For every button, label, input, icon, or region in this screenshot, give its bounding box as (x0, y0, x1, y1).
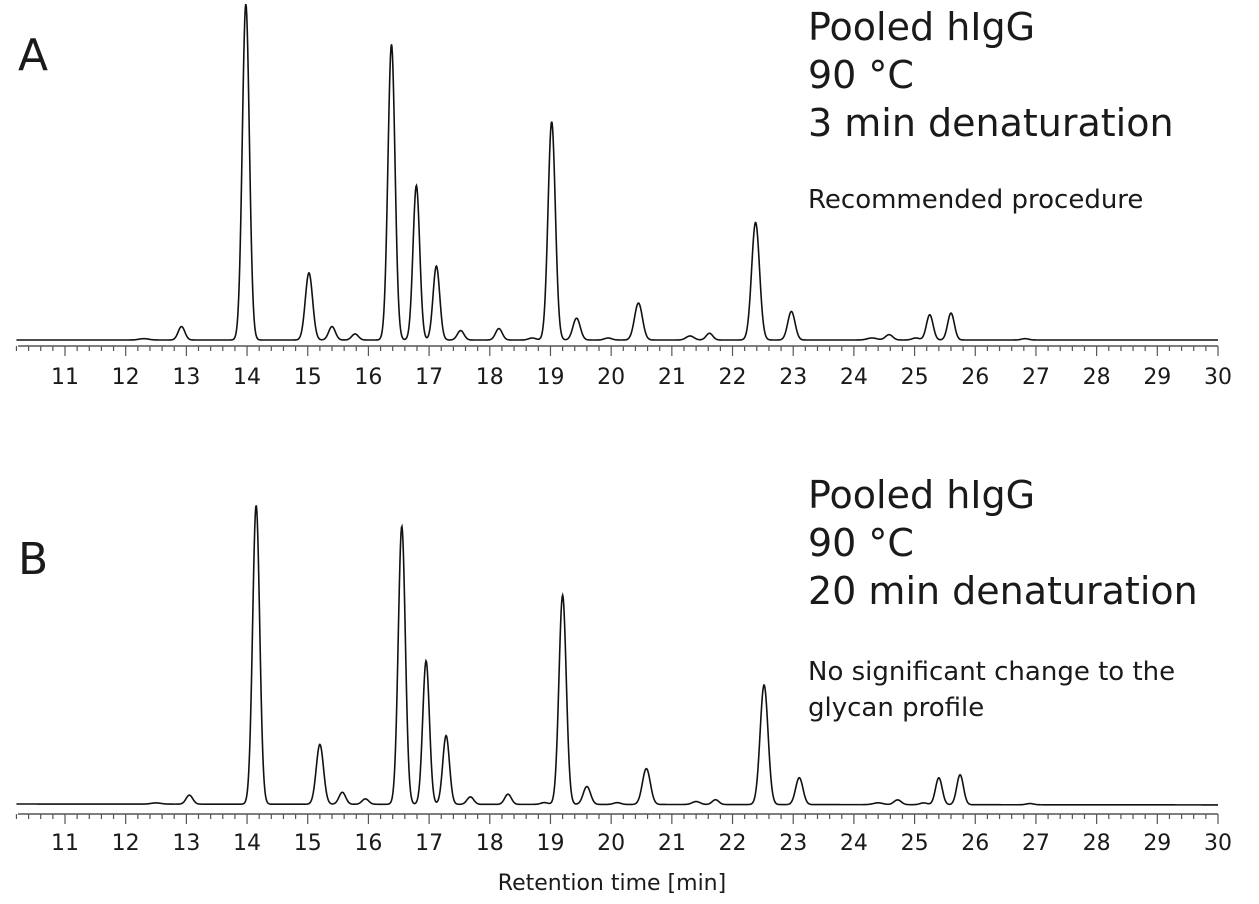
panel-b-duration-label: 20 min denaturation (808, 569, 1198, 613)
x-tick-label: 13 (172, 365, 200, 390)
x-tick-label: 12 (112, 365, 140, 390)
x-tick-label: 23 (779, 365, 807, 390)
panel-a-note: Recommended procedure (808, 185, 1143, 215)
panel-a-x-ticks (15, 346, 1219, 356)
x-tick-label: 11 (51, 365, 79, 390)
x-tick-label: 28 (1083, 831, 1111, 856)
x-tick-label: 22 (719, 365, 747, 390)
x-tick-label: 14 (233, 831, 261, 856)
panel-b-letter: B (18, 534, 48, 585)
x-tick-label: 26 (961, 365, 989, 390)
x-tick-label: 29 (1143, 831, 1171, 856)
x-tick-label: 15 (294, 365, 322, 390)
panel-a-letter: A (18, 30, 48, 81)
x-tick-label: 19 (536, 365, 564, 390)
panel-b-temperature-label: 90 °C (808, 521, 914, 565)
panel-b-note-line-2: glycan profile (808, 693, 984, 723)
panel-b-note-line-1: No significant change to the (808, 657, 1175, 687)
panel-a-temperature-label: 90 °C (808, 53, 914, 97)
x-tick-label: 24 (840, 365, 868, 390)
x-tick-label: 21 (658, 365, 686, 390)
panel-b-chromatogram-trace (16, 505, 1218, 806)
x-tick-label: 23 (779, 831, 807, 856)
x-tick-label: 27 (1022, 365, 1050, 390)
x-tick-label: 15 (294, 831, 322, 856)
x-axis-title: Retention time [min] (498, 871, 726, 896)
panel-a-sample-label: Pooled hIgG (808, 5, 1035, 49)
x-tick-label: 18 (476, 831, 504, 856)
x-tick-label: 27 (1022, 831, 1050, 856)
x-tick-label: 19 (536, 831, 564, 856)
x-tick-label: 30 (1204, 365, 1232, 390)
x-tick-label: 25 (901, 831, 929, 856)
x-tick-label: 30 (1204, 831, 1232, 856)
x-tick-label: 22 (719, 831, 747, 856)
x-tick-label: 21 (658, 831, 686, 856)
x-tick-label: 20 (597, 365, 625, 390)
x-tick-label: 16 (354, 831, 382, 856)
x-tick-label: 18 (476, 365, 504, 390)
x-tick-label: 29 (1143, 365, 1171, 390)
x-tick-label: 16 (354, 365, 382, 390)
x-tick-label: 11 (51, 831, 79, 856)
panel-a-x-tick-labels: 11 12 13 14 15 16 17 18 19 20 21 22 23 24 25 26 27 28 29 30 (51, 365, 1232, 390)
panel-b: B Pooled hIgG 90 °C 20 min denaturation … (15, 473, 1232, 896)
x-tick-label: 17 (415, 831, 443, 856)
x-tick-label: 17 (415, 365, 443, 390)
x-tick-label: 28 (1083, 365, 1111, 390)
panel-b-sample-label: Pooled hIgG (808, 473, 1035, 517)
panel-b-x-tick-labels: 11 12 13 14 15 16 17 18 19 20 21 22 23 24 25 26 27 28 29 30 (51, 831, 1232, 856)
x-tick-label: 24 (840, 831, 868, 856)
x-tick-label: 25 (901, 365, 929, 390)
x-tick-label: 12 (112, 831, 140, 856)
x-tick-label: 13 (172, 831, 200, 856)
panel-b-x-ticks (15, 814, 1219, 824)
x-tick-label: 20 (597, 831, 625, 856)
x-tick-label: 14 (233, 365, 261, 390)
panel-a: A Pooled hIgG 90 °C 3 min denaturation R… (15, 3, 1232, 390)
x-tick-label: 26 (961, 831, 989, 856)
panel-a-duration-label: 3 min denaturation (808, 101, 1174, 145)
panel-a-chromatogram-trace (16, 3, 1218, 341)
